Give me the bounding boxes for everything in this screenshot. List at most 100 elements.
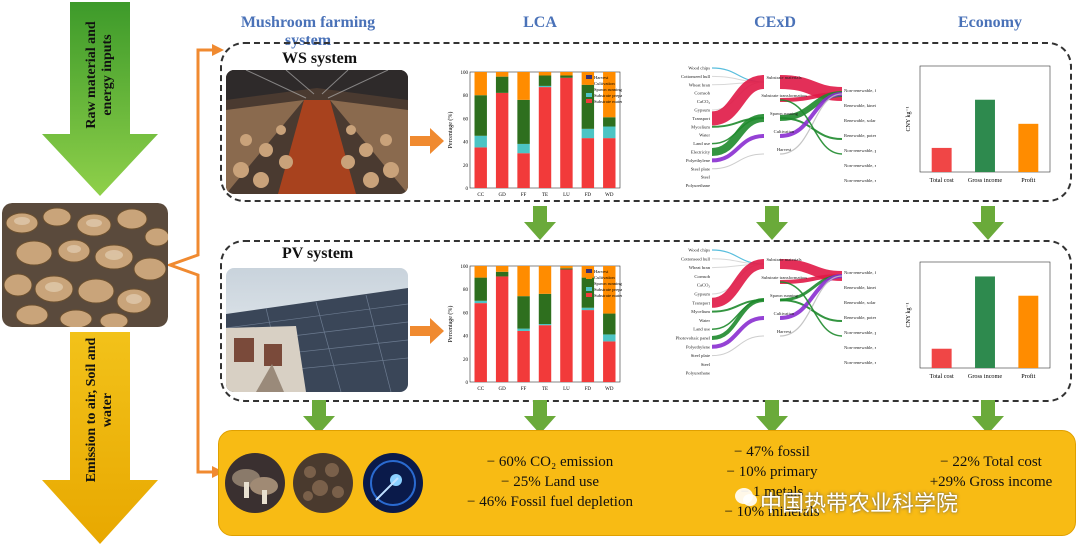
bar-segment xyxy=(581,277,595,308)
x-tick-label: FF xyxy=(521,193,527,198)
bar-segment xyxy=(560,72,573,76)
x-tick-label: FD xyxy=(585,193,592,198)
sankey-flow xyxy=(711,114,765,156)
bar-segment xyxy=(474,266,487,278)
bar-segment xyxy=(538,324,552,326)
cexd-down-arrow-2 xyxy=(756,400,788,434)
sankey-input-label: Polyethylene xyxy=(686,344,710,349)
column-title-economy: Economy xyxy=(958,14,1022,31)
bar-segment xyxy=(538,85,552,88)
y-tick-label: 80 xyxy=(463,288,469,293)
legend-label: Cultivation xyxy=(594,81,615,86)
sankey-output-label: Non-renewable, minerals xyxy=(844,178,876,184)
cexd-summary-4: − 10% minerals xyxy=(724,504,820,520)
legend-label: Harvest xyxy=(594,269,609,274)
bar-segment xyxy=(560,266,573,269)
sankey-input-label: Water xyxy=(699,133,710,138)
sankey-flow xyxy=(711,134,765,163)
bar-segment xyxy=(603,117,616,127)
pv-cexd-sankey: Wood chips Cottonseed hull Wheat bran Corns… xyxy=(676,248,876,376)
x-tick-label: Profit xyxy=(1021,177,1035,184)
sankey-input-label: Water xyxy=(699,318,710,323)
x-tick-label: Total cost xyxy=(930,177,954,184)
lca-down-arrow-2 xyxy=(524,400,556,434)
y-tick-label: 60 xyxy=(463,117,469,122)
y-tick-label: 40 xyxy=(463,335,469,340)
sankey-process-label: Spawn running xyxy=(770,293,799,298)
bar-segment xyxy=(581,307,595,311)
sankey-input-label: Steel plate xyxy=(691,166,710,171)
bracket-connector xyxy=(168,44,224,478)
y-tick-label: 80 xyxy=(463,94,469,99)
bar-segment xyxy=(560,268,573,270)
sankey-input-label: Electricity xyxy=(691,150,711,155)
ws-cexd-sankey: Wood chips Cottonseed hull Wheat bran Corns… xyxy=(681,66,876,189)
bar-segment xyxy=(581,310,595,382)
sankey-input-label: Mycelium xyxy=(691,309,710,314)
column-title-lca: LCA xyxy=(523,14,557,31)
bar-segment xyxy=(538,266,552,294)
sankey-input-label: Cornsob xyxy=(694,274,710,279)
sankey-output-label: Non-renewable, fossil xyxy=(844,88,876,94)
bar-segment xyxy=(474,303,487,382)
sankey-output-label: Non-renewable, metals xyxy=(844,163,876,169)
bar-segment xyxy=(581,84,595,129)
sankey-flow xyxy=(711,153,765,170)
bar-segment xyxy=(560,75,573,78)
bar xyxy=(931,147,952,172)
column-title-cexd: CExD xyxy=(754,14,796,31)
sankey-process-label: Cultivation xyxy=(774,129,795,134)
y-tick-label: 40 xyxy=(463,141,469,146)
x-tick-label: GD xyxy=(499,387,507,392)
bar-segment xyxy=(517,328,530,331)
x-tick-label: LU xyxy=(563,193,570,198)
cexd-down-arrow-1 xyxy=(756,206,788,240)
mushroom-photo xyxy=(2,203,168,327)
legend-swatch xyxy=(586,75,592,79)
sankey-output-label: Renewable, potential xyxy=(844,315,876,321)
economy-summary-1: − 22% Total cost xyxy=(940,454,1042,470)
farming-down-arrow-2 xyxy=(303,400,335,434)
legend-swatch xyxy=(586,87,592,91)
sankey-output-label: Renewable, solar xyxy=(844,300,876,306)
pv-system-box xyxy=(220,240,1072,402)
bar-segment xyxy=(517,143,530,154)
sankey-input-label: Gypsum xyxy=(694,108,710,113)
bar-segment xyxy=(474,300,487,304)
sankey-process-label: Substrate transformation xyxy=(761,275,807,280)
y-axis-label: Percentage (%) xyxy=(447,112,454,149)
bar-segment xyxy=(603,313,616,335)
emission-arrow xyxy=(42,332,158,544)
x-tick-label: LU xyxy=(563,387,570,392)
x-tick-label: TE xyxy=(542,387,548,392)
bar-segment xyxy=(517,296,530,329)
sankey-flow xyxy=(779,93,843,155)
bar-segment xyxy=(538,325,552,382)
sankey-output-label: Non-renewable, primary xyxy=(844,148,876,154)
sankey-output-label: Renewable, solar xyxy=(844,118,876,124)
legend-swatch xyxy=(586,81,592,85)
x-tick-label: FD xyxy=(585,387,592,392)
bar-segment xyxy=(495,76,509,93)
cexd-summary-2: − 10% primary xyxy=(726,464,818,480)
bar-segment xyxy=(474,72,487,96)
legend-label: Cultivation xyxy=(594,275,615,280)
sankey-process-label: Cultivation xyxy=(774,311,795,316)
sankey-input-label: Polyurethane xyxy=(686,371,710,376)
x-tick-label: CC xyxy=(477,387,484,392)
sankey-output-label: Renewable, kinetic xyxy=(844,285,876,291)
sankey-input-label: Steel xyxy=(701,362,711,367)
bar-segment xyxy=(517,330,530,382)
sankey-output-label: Non-renewable, fossil xyxy=(844,270,876,276)
y-tick-label: 100 xyxy=(461,265,469,270)
pv-economy-chart: CNY kg⁻¹ Total cost Gross income Profit xyxy=(906,261,1051,380)
sankey-process-label: Substrate materials xyxy=(766,257,801,262)
pv-flow-arrow xyxy=(410,318,444,344)
bar-segment xyxy=(538,72,552,76)
sankey-input-label: Cornsob xyxy=(694,91,710,96)
bar-segment xyxy=(474,135,487,148)
lca-summary-3: − 46% Fossil fuel depletion xyxy=(467,494,633,510)
legend-label: Substrate materials xyxy=(594,293,622,298)
sankey-input-label: Cottonseed hull xyxy=(681,256,711,261)
y-axis-label: CNY kg⁻¹ xyxy=(906,302,912,327)
